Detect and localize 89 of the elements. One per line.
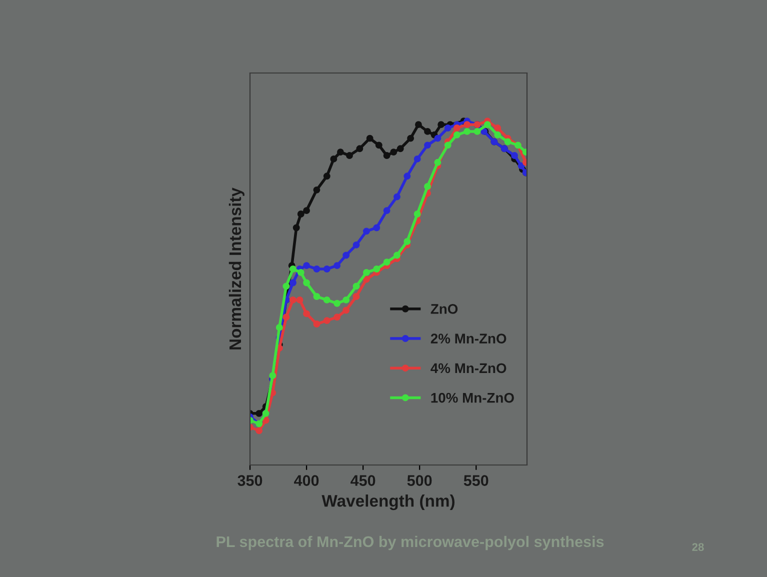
point xyxy=(352,282,360,290)
point xyxy=(342,296,350,304)
point xyxy=(303,279,310,286)
point xyxy=(330,155,338,162)
point xyxy=(464,128,471,135)
point xyxy=(414,155,421,162)
x-tick-label: 350 xyxy=(238,475,262,486)
point xyxy=(289,296,296,304)
point xyxy=(313,320,320,328)
point xyxy=(383,207,390,214)
point xyxy=(373,224,380,232)
point xyxy=(342,252,350,259)
point xyxy=(323,266,330,272)
point xyxy=(352,241,360,248)
point xyxy=(424,128,431,135)
point xyxy=(289,279,296,286)
point xyxy=(453,131,460,138)
point xyxy=(383,152,390,159)
point xyxy=(494,131,502,138)
legend-label: 10% Mn-ZnO xyxy=(431,392,514,403)
point xyxy=(313,293,320,300)
point xyxy=(256,427,263,434)
point xyxy=(414,121,422,128)
point xyxy=(444,142,452,149)
point xyxy=(352,293,360,300)
point xyxy=(303,310,310,318)
point xyxy=(362,276,370,283)
x-tick-label: 550 xyxy=(464,475,488,486)
point xyxy=(383,258,390,266)
point xyxy=(438,121,445,128)
point xyxy=(313,186,320,194)
point xyxy=(323,317,330,324)
point xyxy=(282,314,290,321)
point xyxy=(282,282,290,290)
point xyxy=(356,145,364,152)
point xyxy=(444,124,452,132)
point xyxy=(484,121,491,128)
point xyxy=(394,193,400,200)
point xyxy=(394,252,400,259)
point xyxy=(303,207,310,214)
point xyxy=(424,183,431,190)
point xyxy=(297,210,304,218)
point xyxy=(404,238,411,245)
point xyxy=(414,210,421,218)
point xyxy=(334,262,341,270)
point xyxy=(434,158,442,166)
point xyxy=(323,296,330,304)
point xyxy=(366,134,374,142)
point xyxy=(262,416,270,424)
legend-label: 2% Mn-ZnO xyxy=(430,334,506,344)
point xyxy=(453,124,460,132)
point xyxy=(511,152,518,159)
point xyxy=(424,142,431,149)
point xyxy=(474,128,481,135)
point xyxy=(346,152,353,159)
x-tick-label: 500 xyxy=(407,475,432,486)
x-axis-title: Wavelength (nm) xyxy=(322,494,454,510)
point xyxy=(303,262,310,270)
point xyxy=(362,228,370,235)
point xyxy=(404,172,411,180)
point xyxy=(256,410,263,417)
point xyxy=(518,162,525,170)
point xyxy=(396,145,404,152)
x-tick-label: 450 xyxy=(350,475,376,486)
y-axis-title: Normalized Intensity xyxy=(228,188,244,350)
point xyxy=(375,142,382,149)
point xyxy=(269,372,276,380)
point xyxy=(434,134,442,142)
legend-label: ZnO xyxy=(430,304,458,314)
point xyxy=(336,148,344,156)
point xyxy=(334,300,341,307)
point xyxy=(276,324,283,331)
point xyxy=(504,138,512,146)
point xyxy=(407,134,414,142)
point xyxy=(373,266,380,272)
point xyxy=(292,224,300,232)
point xyxy=(289,266,296,272)
point xyxy=(297,268,304,276)
point xyxy=(334,314,341,321)
x-tick-label: 400 xyxy=(294,475,319,486)
point xyxy=(296,296,304,304)
point xyxy=(362,268,370,276)
legend-label: 4% Mn-ZnO xyxy=(430,363,506,374)
point xyxy=(313,266,320,272)
point xyxy=(342,306,350,314)
point xyxy=(323,172,330,180)
point xyxy=(390,148,398,156)
point xyxy=(464,121,471,128)
point xyxy=(494,124,502,132)
